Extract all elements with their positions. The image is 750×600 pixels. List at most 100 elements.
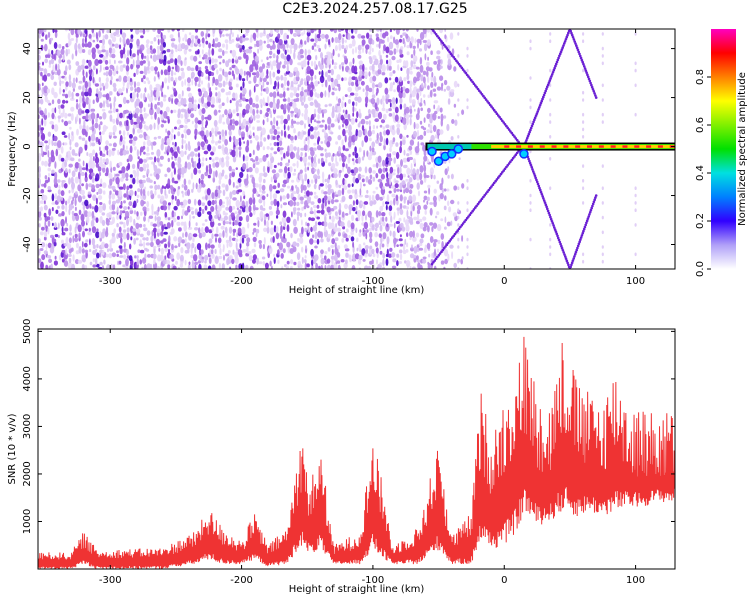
noise-cell (322, 178, 325, 183)
noise-cell (84, 210, 88, 218)
noise-cell (358, 232, 362, 238)
noise-cell (170, 49, 174, 55)
noise-cell (63, 135, 68, 138)
noise-cell (177, 163, 182, 169)
noise-cell (184, 238, 187, 244)
noise-cell (174, 180, 179, 184)
noise-cell (252, 32, 257, 40)
noise-cell (277, 91, 280, 97)
noise-cell (324, 90, 327, 98)
noise-cell (334, 191, 337, 195)
noise-cell (324, 34, 329, 40)
noise-cell (415, 220, 420, 225)
carrier-line-peak (527, 145, 533, 148)
noise-cell (143, 81, 147, 84)
noise-cell (119, 247, 123, 255)
noise-cell (105, 167, 109, 176)
noise-cell (369, 137, 372, 142)
noise-cell (211, 218, 214, 222)
fan-line-dot (531, 122, 535, 126)
noise-cell (262, 244, 265, 250)
noise-cell (262, 146, 266, 151)
carrier-wobble (433, 156, 444, 166)
noise-cell (98, 161, 103, 168)
snr-frame (37, 328, 676, 570)
noise-cell (74, 176, 79, 184)
noise-cell (48, 60, 52, 65)
noise-cell (160, 32, 163, 39)
noise-cell (375, 33, 379, 37)
noise-cell (106, 29, 110, 34)
noise-cell (43, 114, 48, 120)
noise-cell (358, 166, 362, 172)
noise-cell (154, 111, 157, 120)
noise-cell (60, 218, 65, 227)
snr-x-tick-label: -200 (230, 575, 253, 586)
noise-cell (263, 172, 268, 178)
noise-cell (276, 141, 280, 147)
noise-cell (138, 134, 143, 139)
noise-cell (129, 48, 132, 57)
noise-cell (400, 159, 403, 167)
noise-cell (256, 109, 259, 114)
noise-cell (330, 68, 334, 76)
noise-cell (143, 224, 146, 228)
fan-line-dot (550, 73, 554, 76)
noise-cell (323, 221, 328, 227)
noise-cell (426, 158, 430, 164)
noise-cell (282, 98, 287, 102)
noise-cell (111, 193, 116, 200)
noise-cell (253, 75, 257, 84)
noise-cell (150, 151, 155, 155)
noise-cell (143, 112, 148, 119)
noise-cell (412, 168, 416, 176)
fan-line-dot (562, 44, 565, 47)
noise-cell (196, 243, 202, 250)
noise-cell (406, 167, 411, 176)
noise-cell (433, 241, 437, 248)
fan-line-dot (483, 194, 487, 197)
noise-cell (105, 71, 109, 77)
noise-cell (378, 168, 383, 174)
noise-cell (320, 264, 324, 269)
faint-streak-cell (582, 32, 585, 36)
noise-cell (399, 76, 403, 83)
noise-cell (142, 175, 146, 178)
carrier-line-peak (598, 145, 604, 148)
noise-cell (142, 158, 148, 163)
fan-line-dot (548, 213, 551, 217)
noise-cell (238, 137, 242, 142)
noise-cell (263, 178, 266, 184)
noise-cell (436, 224, 442, 232)
fan-line-dot (593, 198, 596, 201)
noise-cell (374, 118, 380, 123)
noise-cell (293, 86, 298, 94)
noise-cell (200, 179, 204, 185)
noise-cell (217, 255, 223, 260)
noise-cell (382, 159, 386, 167)
fan-line-dot (467, 215, 470, 218)
noise-cell (137, 161, 140, 169)
noise-cell (377, 68, 382, 75)
noise-cell (253, 242, 257, 248)
noise-cell (230, 29, 233, 35)
noise-cell (140, 188, 143, 196)
noise-cell (332, 48, 335, 57)
noise-cell (248, 89, 252, 98)
noise-cell (231, 258, 235, 265)
noise-cell (319, 147, 324, 151)
noise-cell (293, 200, 296, 207)
noise-cell (58, 75, 62, 81)
noise-cell (316, 93, 320, 99)
noise-cell (164, 243, 168, 249)
faint-streak-cell (457, 223, 460, 227)
carrier-line-core (491, 144, 675, 149)
spectrogram-x-tick-label: 0 (501, 276, 507, 287)
noise-cell (66, 223, 69, 227)
noise-cell (313, 29, 317, 32)
noise-cell (112, 131, 116, 136)
noise-cell (122, 149, 127, 156)
noise-cell (337, 112, 342, 121)
noise-cell (127, 162, 131, 170)
noise-cell (343, 185, 348, 190)
